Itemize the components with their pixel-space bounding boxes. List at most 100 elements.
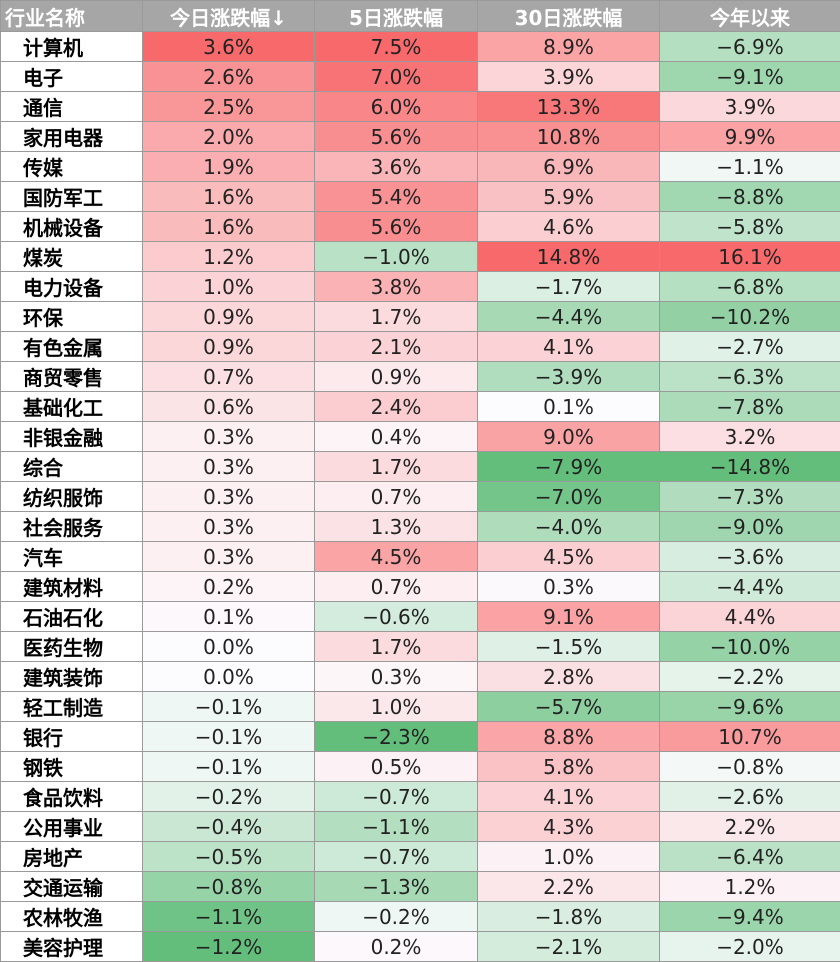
column-header-30day-change[interactable]: 30日涨跌幅 — [478, 1, 660, 32]
today-change-cell: 0.3% — [143, 422, 315, 452]
thirty-day-change-cell: 0.3% — [478, 572, 660, 602]
five-day-change-cell: −0.7% — [315, 782, 478, 812]
thirty-day-change-cell: 8.9% — [478, 32, 660, 62]
ytd-change-cell: −6.4% — [660, 842, 840, 872]
industry-name-cell: 汽车 — [1, 542, 143, 572]
five-day-change-cell: 1.7% — [315, 632, 478, 662]
five-day-change-cell: 1.7% — [315, 302, 478, 332]
industry-name-cell: 环保 — [1, 302, 143, 332]
ytd-change-cell: −3.6% — [660, 542, 840, 572]
ytd-change-cell: −4.4% — [660, 572, 840, 602]
today-change-cell: 1.9% — [143, 152, 315, 182]
column-header-today-change[interactable]: 今日涨跌幅↓ — [143, 1, 315, 32]
today-change-cell: 0.3% — [143, 512, 315, 542]
ytd-change-cell: 2.2% — [660, 812, 840, 842]
five-day-change-cell: −2.3% — [315, 722, 478, 752]
today-change-cell: 2.5% — [143, 92, 315, 122]
five-day-change-cell: 3.6% — [315, 152, 478, 182]
ytd-change-cell: −0.8% — [660, 752, 840, 782]
five-day-change-cell: 0.2% — [315, 932, 478, 962]
thirty-day-change-cell: −5.7% — [478, 692, 660, 722]
thirty-day-change-cell: −1.7% — [478, 272, 660, 302]
thirty-day-change-cell: 4.3% — [478, 812, 660, 842]
today-change-cell: 1.6% — [143, 182, 315, 212]
ytd-change-cell: 1.2% — [660, 872, 840, 902]
five-day-change-cell: 7.0% — [315, 62, 478, 92]
thirty-day-change-cell: 1.0% — [478, 842, 660, 872]
ytd-change-cell: −2.0% — [660, 932, 840, 962]
ytd-change-cell: −10.0% — [660, 632, 840, 662]
thirty-day-change-cell: 4.1% — [478, 332, 660, 362]
five-day-change-cell: 0.9% — [315, 362, 478, 392]
thirty-day-change-cell: −1.8% — [478, 902, 660, 932]
five-day-change-cell: −1.1% — [315, 812, 478, 842]
thirty-day-change-cell: 2.8% — [478, 662, 660, 692]
ytd-change-cell: −10.2% — [660, 302, 840, 332]
five-day-change-cell: 0.5% — [315, 752, 478, 782]
thirty-day-change-cell: −1.5% — [478, 632, 660, 662]
today-change-cell: −1.1% — [143, 902, 315, 932]
five-day-change-cell: 1.7% — [315, 452, 478, 482]
today-change-cell: 0.2% — [143, 572, 315, 602]
five-day-change-cell: 3.8% — [315, 272, 478, 302]
today-change-cell: 0.6% — [143, 392, 315, 422]
ytd-change-cell: −6.8% — [660, 272, 840, 302]
industry-name-cell: 建筑装饰 — [1, 662, 143, 692]
five-day-change-cell: 2.4% — [315, 392, 478, 422]
industry-name-cell: 钢铁 — [1, 752, 143, 782]
thirty-day-change-cell: 4.5% — [478, 542, 660, 572]
table-row: 食品饮料−0.2%−0.7%4.1%−2.6% — [1, 782, 840, 812]
thirty-day-change-cell: −7.9% — [478, 452, 660, 482]
column-header-ytd-change[interactable]: 今年以来 — [660, 1, 840, 32]
industry-name-cell: 农林牧渔 — [1, 902, 143, 932]
table-row: 钢铁−0.1%0.5%5.8%−0.8% — [1, 752, 840, 782]
industry-name-cell: 国防军工 — [1, 182, 143, 212]
table-row: 轻工制造−0.1%1.0%−5.7%−9.6% — [1, 692, 840, 722]
ytd-change-cell: 16.1% — [660, 242, 840, 272]
industry-name-cell: 银行 — [1, 722, 143, 752]
ytd-change-cell: −9.4% — [660, 902, 840, 932]
industry-name-cell: 公用事业 — [1, 812, 143, 842]
ytd-change-cell: −6.3% — [660, 362, 840, 392]
today-change-cell: −0.8% — [143, 872, 315, 902]
ytd-change-cell: −1.1% — [660, 152, 840, 182]
five-day-change-cell: 0.7% — [315, 572, 478, 602]
thirty-day-change-cell: −4.4% — [478, 302, 660, 332]
thirty-day-change-cell: 3.9% — [478, 62, 660, 92]
five-day-change-cell: −1.0% — [315, 242, 478, 272]
five-day-change-cell: 0.7% — [315, 482, 478, 512]
header-row: 行业名称 今日涨跌幅↓ 5日涨跌幅 30日涨跌幅 今年以来 — [1, 1, 840, 32]
five-day-change-cell: 4.5% — [315, 542, 478, 572]
five-day-change-cell: −0.7% — [315, 842, 478, 872]
today-change-cell: 0.3% — [143, 452, 315, 482]
thirty-day-change-cell: 8.8% — [478, 722, 660, 752]
today-change-cell: 0.9% — [143, 332, 315, 362]
today-change-cell: 0.7% — [143, 362, 315, 392]
industry-name-cell: 石油石化 — [1, 602, 143, 632]
column-header-5day-change[interactable]: 5日涨跌幅 — [315, 1, 478, 32]
industry-name-cell: 建筑材料 — [1, 572, 143, 602]
ytd-change-cell: 3.9% — [660, 92, 840, 122]
table-row: 房地产−0.5%−0.7%1.0%−6.4% — [1, 842, 840, 872]
five-day-change-cell: 1.0% — [315, 692, 478, 722]
industry-name-cell: 美容护理 — [1, 932, 143, 962]
five-day-change-cell: 5.4% — [315, 182, 478, 212]
industry-name-cell: 机械设备 — [1, 212, 143, 242]
industry-name-cell: 家用电器 — [1, 122, 143, 152]
